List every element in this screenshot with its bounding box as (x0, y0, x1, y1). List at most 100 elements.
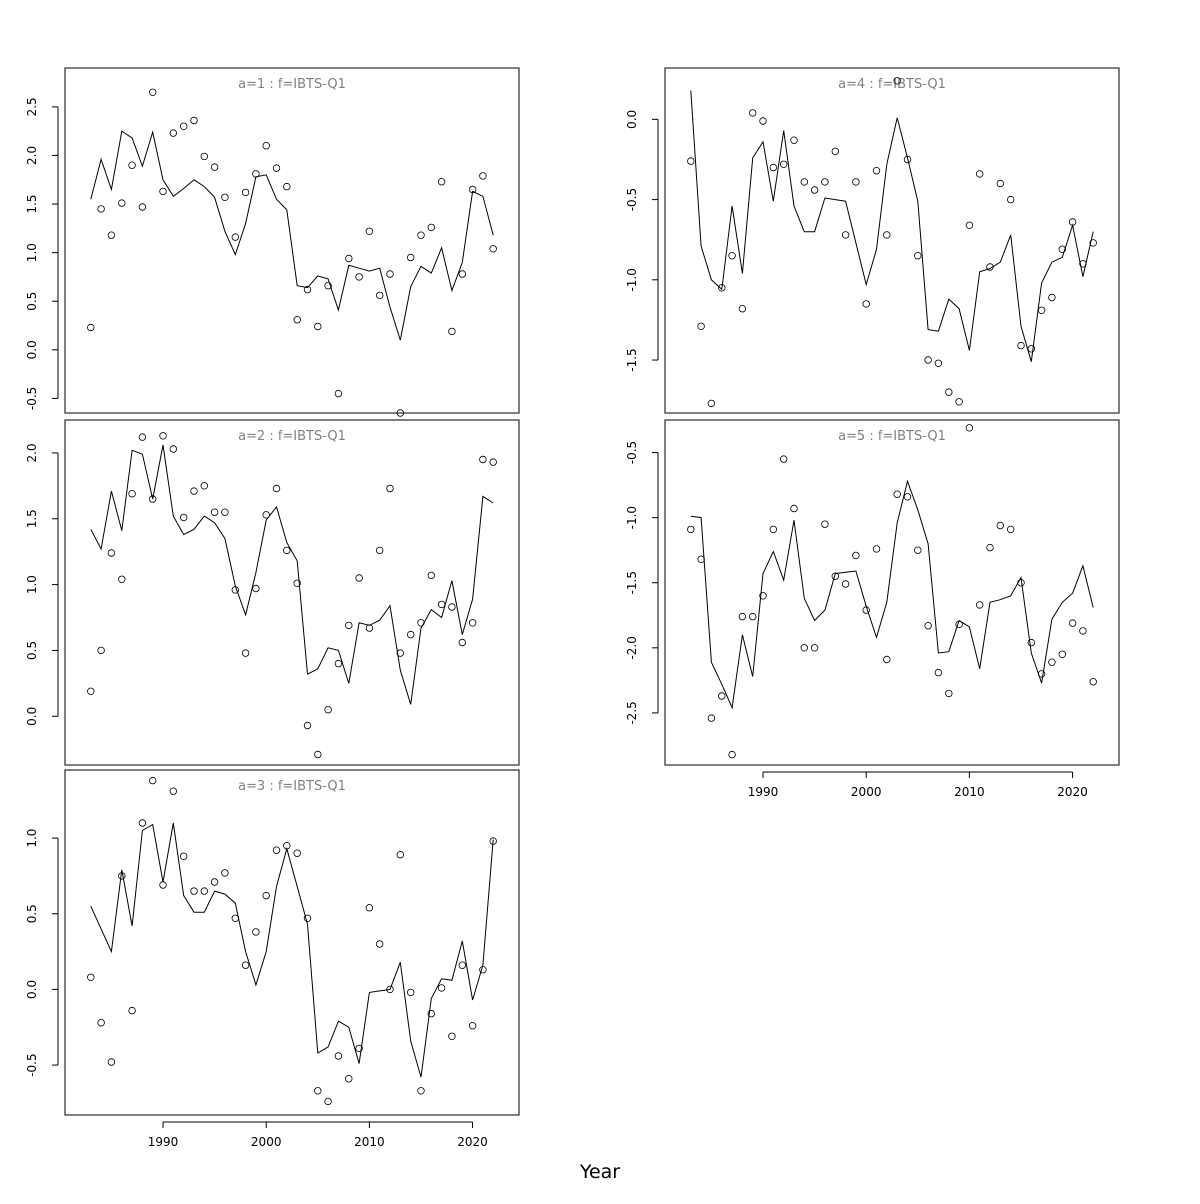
observed-point (790, 504, 798, 513)
observed-point (872, 166, 881, 175)
panel-title: a=5 : f=IBTS-Q1 (838, 429, 946, 444)
observed-point (231, 586, 239, 594)
observed-point (810, 644, 819, 652)
observed-point (376, 940, 384, 948)
observed-point (324, 282, 332, 290)
observed-point (718, 284, 726, 292)
observed-point (458, 270, 466, 278)
observed-point (324, 706, 332, 714)
observed-point (1017, 341, 1025, 350)
plot-frame (64, 67, 520, 414)
observed-point (138, 819, 147, 827)
observed-point (303, 914, 312, 922)
y-tick-label: 1.0 (25, 243, 39, 262)
observed-point (769, 525, 777, 534)
observed-point (1007, 525, 1015, 534)
y-tick-label: 0.5 (25, 292, 39, 311)
observed-point (769, 163, 777, 172)
plot-frame (664, 67, 1120, 414)
observed-point (996, 521, 1004, 530)
observed-point (749, 109, 757, 117)
observed-point (780, 455, 788, 463)
observed-point (293, 849, 301, 857)
observed-point (334, 389, 343, 398)
observed-point (417, 1087, 425, 1095)
observed-point (427, 571, 435, 580)
observed-point (252, 584, 260, 593)
observed-point (179, 513, 188, 522)
observed-point (914, 546, 922, 554)
panel-title: a=1 : f=IBTS-Q1 (238, 77, 346, 92)
observed-point (200, 482, 208, 490)
x-tick-label: 2010 (354, 1135, 385, 1149)
y-tick-label: 0.5 (25, 904, 39, 923)
panel-title: a=4 : f=IBTS-Q1 (838, 77, 946, 92)
observed-point (283, 182, 291, 191)
observed-point (965, 221, 974, 229)
plot-frame (64, 419, 520, 766)
observed-point (293, 316, 301, 324)
y-tick-label: -1.0 (625, 268, 639, 291)
observed-point (272, 164, 281, 172)
observed-point (314, 1087, 322, 1095)
observed-point (976, 170, 984, 178)
observed-point (365, 227, 374, 235)
observed-point (883, 655, 891, 664)
y-tick-label: -1.5 (625, 348, 639, 371)
observed-point (365, 624, 374, 632)
observed-point (169, 787, 177, 795)
observed-point (345, 1074, 353, 1083)
observed-point (210, 878, 219, 886)
observed-point (697, 322, 705, 330)
panel-3: a=3 : f=IBTS-Q1 -0.5 0.0 0.5 1.0 1990 2000 2010… (25, 769, 520, 1149)
observed-point (407, 988, 415, 997)
observed-point (407, 630, 415, 639)
observed-point (841, 231, 850, 239)
observed-point (128, 490, 136, 498)
observed-point (221, 508, 229, 516)
observed-point (1079, 627, 1087, 635)
observed-point (738, 305, 747, 313)
observed-point (1079, 260, 1087, 268)
y-tick-label: -0.5 (25, 387, 39, 410)
observed-point (924, 622, 932, 630)
observed-point (945, 689, 953, 698)
y-tick-label: 2.0 (25, 146, 39, 165)
observed-point (334, 659, 343, 668)
observed-point (148, 776, 157, 785)
observed-point (458, 638, 466, 647)
observed-point (241, 649, 250, 657)
fitted-line (90, 444, 494, 705)
observed-point (945, 388, 953, 396)
observed-point (1089, 678, 1097, 686)
observed-point (1058, 245, 1066, 253)
observed-point (862, 606, 870, 614)
observed-point (996, 179, 1004, 188)
observed-point (852, 551, 860, 560)
observed-point (407, 253, 415, 262)
y-tick-label: -0.5 (625, 441, 639, 464)
x-tick-label: 2010 (954, 785, 985, 799)
y-tick-label: -1.0 (625, 506, 639, 529)
observed-point (458, 961, 466, 969)
observed-point (468, 619, 477, 627)
y-tick-label: 0.0 (25, 980, 39, 999)
observed-point (872, 545, 881, 553)
observed-point (241, 188, 250, 197)
observed-point (386, 484, 394, 493)
observed-point (252, 170, 260, 178)
observed-point (1037, 670, 1046, 678)
observed-point (262, 511, 270, 519)
panel-1: a=1 : f=IBTS-Q1 -0.5 0.0 0.5 1.0 1.5 2.0 2.5 (25, 67, 520, 417)
observed-point (252, 928, 260, 936)
observed-point (427, 223, 435, 232)
observed-point (883, 231, 891, 239)
observed-point (468, 1021, 477, 1030)
observed-point (738, 612, 747, 621)
observed-point (489, 837, 497, 845)
observed-point (262, 141, 270, 150)
observed-point (790, 136, 798, 144)
observed-point (169, 129, 177, 137)
observed-point (210, 508, 219, 516)
